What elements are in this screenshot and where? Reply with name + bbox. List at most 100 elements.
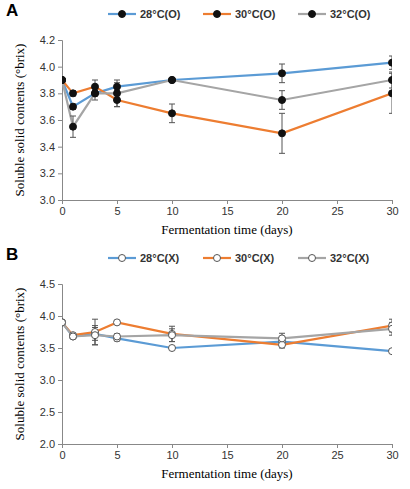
y-axis: 3.03.23.43.63.84.04.2 bbox=[40, 34, 63, 206]
legend-marker bbox=[214, 255, 221, 262]
tick-label: 3.5 bbox=[40, 342, 55, 354]
error-bar bbox=[389, 56, 392, 69]
tick-mark bbox=[227, 200, 228, 204]
tick-mark bbox=[337, 200, 338, 204]
x-axis-title: Fermentation time (days) bbox=[161, 222, 292, 237]
data-point bbox=[389, 90, 393, 97]
marks bbox=[62, 319, 392, 355]
data-point bbox=[279, 97, 286, 104]
data-point bbox=[169, 332, 176, 339]
error-cap bbox=[169, 122, 175, 123]
tick: 25 bbox=[331, 200, 343, 217]
data-point bbox=[92, 332, 99, 339]
error-bar bbox=[70, 104, 76, 109]
tick: 25 bbox=[331, 444, 343, 461]
tick-mark bbox=[58, 284, 62, 285]
tick-label: 2.0 bbox=[40, 438, 55, 450]
data-point bbox=[169, 77, 176, 84]
data-point bbox=[169, 77, 176, 84]
data-point bbox=[62, 319, 66, 326]
data-point bbox=[114, 90, 121, 97]
tick-mark bbox=[58, 120, 62, 121]
data-point bbox=[62, 77, 66, 84]
tick-label: 10 bbox=[166, 205, 178, 217]
error-cap bbox=[389, 72, 392, 73]
tick-mark bbox=[172, 200, 173, 204]
legend-marker bbox=[309, 255, 316, 262]
error-bar bbox=[169, 326, 175, 341]
error-bar bbox=[70, 116, 76, 137]
tick-mark bbox=[58, 93, 62, 94]
series-line bbox=[62, 322, 392, 351]
tick: 3.0 bbox=[40, 194, 62, 206]
tick-mark bbox=[58, 348, 62, 349]
tick-label: 25 bbox=[331, 449, 343, 461]
data-point bbox=[279, 70, 286, 77]
error-cap bbox=[279, 333, 285, 334]
tick: 0 bbox=[59, 200, 65, 217]
tick: 3.8 bbox=[40, 87, 62, 99]
tick-mark bbox=[392, 444, 393, 448]
error-bar bbox=[70, 91, 76, 96]
legend-entry: 30°C(X) bbox=[203, 252, 275, 264]
y-axis-title: Soluble solid contents (°brix) bbox=[12, 288, 27, 441]
error-bar bbox=[279, 342, 285, 348]
tick: 0 bbox=[59, 444, 65, 461]
tick-label: 0 bbox=[59, 205, 65, 217]
tick: 3.0 bbox=[40, 374, 62, 386]
error-cap bbox=[389, 319, 392, 320]
error-bar bbox=[389, 73, 392, 113]
tick-mark bbox=[117, 200, 118, 204]
legend-entry: 28°C(X) bbox=[108, 252, 180, 264]
data-point bbox=[389, 348, 393, 355]
error-cap bbox=[92, 80, 98, 81]
tick-label: 5 bbox=[114, 449, 120, 461]
tick: 30 bbox=[386, 200, 398, 217]
tick-label: 2.5 bbox=[40, 406, 55, 418]
tick-label: 4.0 bbox=[40, 61, 55, 73]
series-line bbox=[62, 80, 392, 127]
axis-line bbox=[63, 445, 393, 449]
legend-label: 28°C(O) bbox=[140, 8, 181, 20]
tick-mark bbox=[392, 200, 393, 204]
x-axis: 051015202530 bbox=[59, 444, 398, 461]
data-point bbox=[62, 319, 66, 326]
legend-label: 32°C(X) bbox=[330, 252, 370, 264]
tick-label: 3.4 bbox=[40, 141, 55, 153]
data-point bbox=[92, 90, 99, 97]
tick-mark bbox=[117, 444, 118, 448]
error-bar bbox=[279, 113, 285, 153]
tick-mark bbox=[58, 200, 62, 201]
error-cap bbox=[92, 344, 98, 345]
series-line bbox=[62, 63, 392, 107]
tick-label: 3.0 bbox=[40, 374, 55, 386]
tick-mark bbox=[58, 173, 62, 174]
error-cap bbox=[169, 341, 175, 342]
data-point bbox=[389, 59, 393, 66]
legend-label: 28°C(X) bbox=[140, 252, 180, 264]
tick-label: 15 bbox=[221, 449, 233, 461]
tick: 20 bbox=[276, 200, 288, 217]
tick-label: 20 bbox=[276, 205, 288, 217]
tick: 3.2 bbox=[40, 167, 62, 179]
panel-label: A bbox=[6, 1, 18, 20]
tick: 15 bbox=[221, 444, 233, 461]
error-bar bbox=[169, 104, 175, 123]
error-cap bbox=[389, 113, 392, 114]
tick-label: 20 bbox=[276, 449, 288, 461]
legend-marker bbox=[119, 255, 126, 262]
x-axis: 051015202530 bbox=[59, 200, 398, 217]
tick-mark bbox=[58, 380, 62, 381]
tick-label: 4.0 bbox=[40, 310, 55, 322]
axis-line bbox=[58, 285, 63, 445]
legend-entry: 32°C(X) bbox=[298, 252, 370, 264]
tick-mark bbox=[282, 200, 283, 204]
error-cap bbox=[389, 69, 392, 70]
series-line bbox=[62, 322, 392, 338]
error-cap bbox=[114, 80, 120, 81]
data-point bbox=[279, 130, 286, 137]
error-cap bbox=[279, 90, 285, 91]
legend: 28°C(O)30°C(O)32°C(O) bbox=[108, 8, 371, 20]
tick-label: 30 bbox=[386, 449, 398, 461]
tick: 4.2 bbox=[40, 34, 62, 46]
